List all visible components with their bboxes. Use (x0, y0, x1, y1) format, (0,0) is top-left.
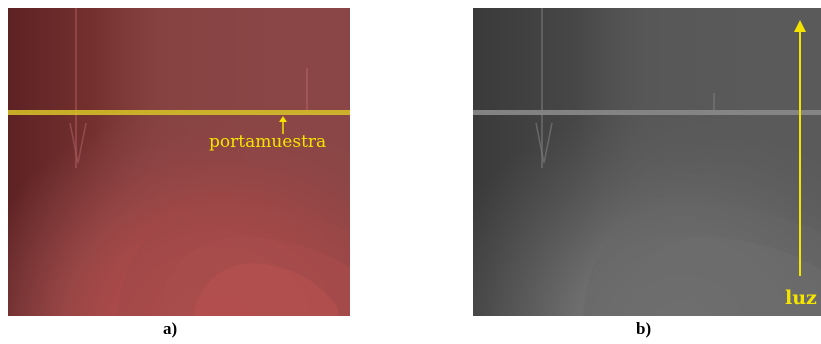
luz-label: luz (785, 287, 817, 309)
sample-holder-line (473, 110, 821, 115)
image-panel-b: luz (473, 8, 821, 316)
caption-b: b) (636, 319, 652, 338)
thermal-image-red: portamuestra (8, 8, 350, 316)
streak (75, 8, 77, 168)
sample-holder-line (8, 110, 350, 115)
caption-a: a) (163, 319, 178, 338)
arrow-up-icon (794, 20, 806, 32)
portamuestra-label: portamuestra (209, 132, 326, 152)
image-panel-a: portamuestra (8, 8, 350, 316)
thermal-image-gray: luz (473, 8, 821, 316)
